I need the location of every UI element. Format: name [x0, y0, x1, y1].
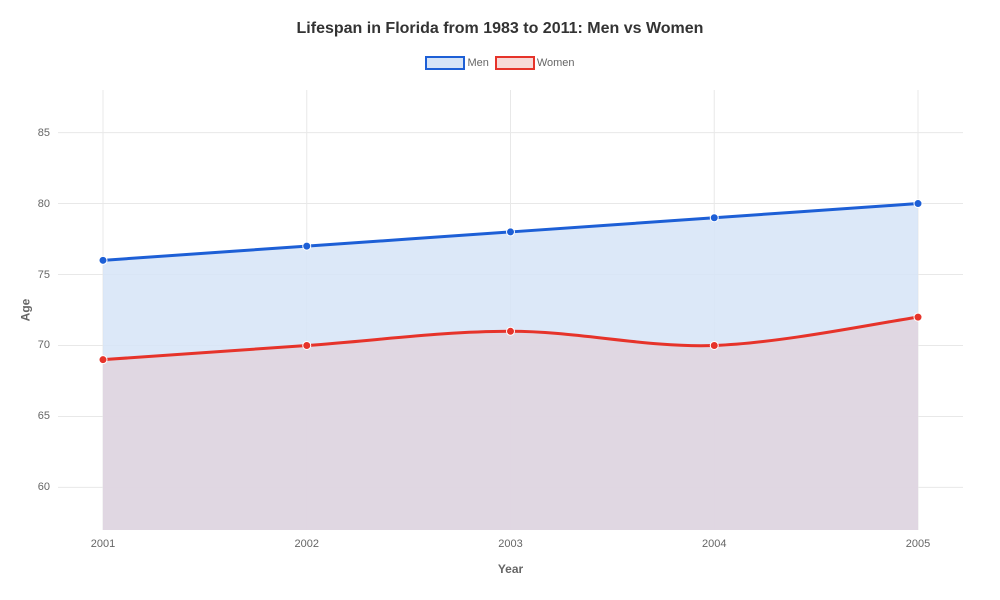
plot-svg: [58, 90, 963, 530]
chart-container: Lifespan in Florida from 1983 to 2011: M…: [0, 0, 1000, 600]
legend-label-women: Women: [537, 57, 575, 69]
legend-swatch-women: [495, 56, 535, 70]
chart-title: Lifespan in Florida from 1983 to 2011: M…: [0, 0, 1000, 38]
legend-swatch-men: [425, 56, 465, 70]
y-axis-label: Age: [18, 299, 32, 322]
x-tick-label: 2004: [702, 538, 726, 550]
y-tick-label: 70: [38, 339, 50, 351]
y-tick-label: 85: [38, 127, 50, 139]
x-tick-label: 2002: [295, 538, 319, 550]
legend-item-women[interactable]: Women: [495, 56, 575, 70]
legend-label-men: Men: [467, 57, 488, 69]
x-tick-label: 2001: [91, 538, 115, 550]
y-tick-label: 60: [38, 481, 50, 493]
legend: Men Women: [0, 56, 1000, 70]
y-tick-label: 75: [38, 269, 50, 281]
x-axis-label: Year: [498, 562, 523, 576]
x-tick-label: 2005: [906, 538, 930, 550]
plot-area: [58, 90, 963, 530]
x-tick-label: 2003: [498, 538, 522, 550]
y-tick-label: 80: [38, 198, 50, 210]
y-tick-label: 65: [38, 410, 50, 422]
legend-item-men[interactable]: Men: [425, 56, 488, 70]
